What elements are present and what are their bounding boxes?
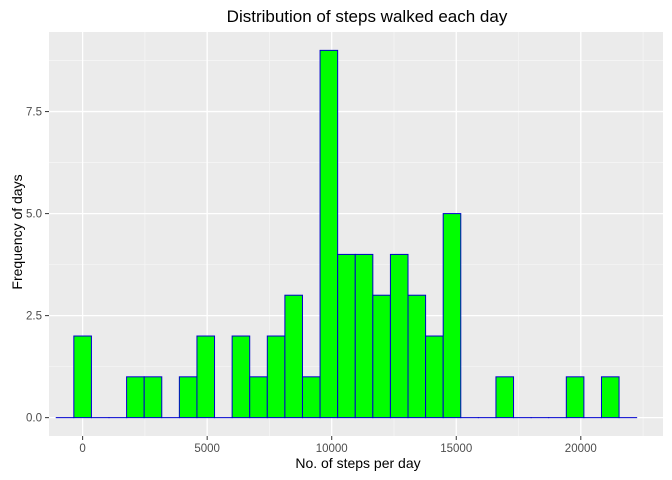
histogram-bar <box>372 294 391 419</box>
histogram-bar <box>319 49 339 419</box>
histogram-bar <box>389 253 409 419</box>
chart-title: Distribution of steps walked each day <box>227 7 508 26</box>
y-tick-label: 2.5 <box>26 311 42 323</box>
axis-ticks <box>45 111 582 440</box>
x-tick-label: 5000 <box>194 443 220 455</box>
y-tick-label: 5.0 <box>26 209 42 221</box>
y-axis-title: Frequency of days <box>9 174 25 289</box>
histogram-bar <box>425 335 444 419</box>
y-tick-label: 0.0 <box>26 413 42 425</box>
histogram-bar <box>231 335 251 419</box>
x-tick-label: 0 <box>79 443 85 455</box>
histogram-bar <box>196 335 216 419</box>
histogram-bar <box>565 376 585 419</box>
histogram-bar <box>407 294 427 419</box>
histogram-bars <box>55 49 638 419</box>
histogram-bar <box>266 335 286 419</box>
histogram-bar <box>442 213 462 419</box>
histogram-bar <box>301 376 321 419</box>
x-axis-title: No. of steps per day <box>295 455 420 471</box>
histogram-bar <box>73 335 92 419</box>
histogram-bar <box>495 376 515 419</box>
x-tick-label: 20000 <box>565 443 597 455</box>
histogram-bar <box>354 253 374 419</box>
histogram-bar <box>126 376 145 419</box>
y-tick-label: 7.5 <box>26 107 42 119</box>
x-tick-label: 15000 <box>440 443 472 455</box>
histogram-bar <box>284 294 303 419</box>
histogram-bar <box>143 376 163 419</box>
x-tick-labels: 0 5000 10000 15000 20000 <box>79 443 596 455</box>
y-tick-labels: 0.0 2.5 5.0 7.5 <box>26 107 42 425</box>
histogram-bar <box>337 253 356 419</box>
histogram-bar <box>249 376 268 419</box>
histogram-bar <box>600 376 620 419</box>
histogram-bar <box>178 376 198 419</box>
x-tick-label: 10000 <box>316 443 348 455</box>
